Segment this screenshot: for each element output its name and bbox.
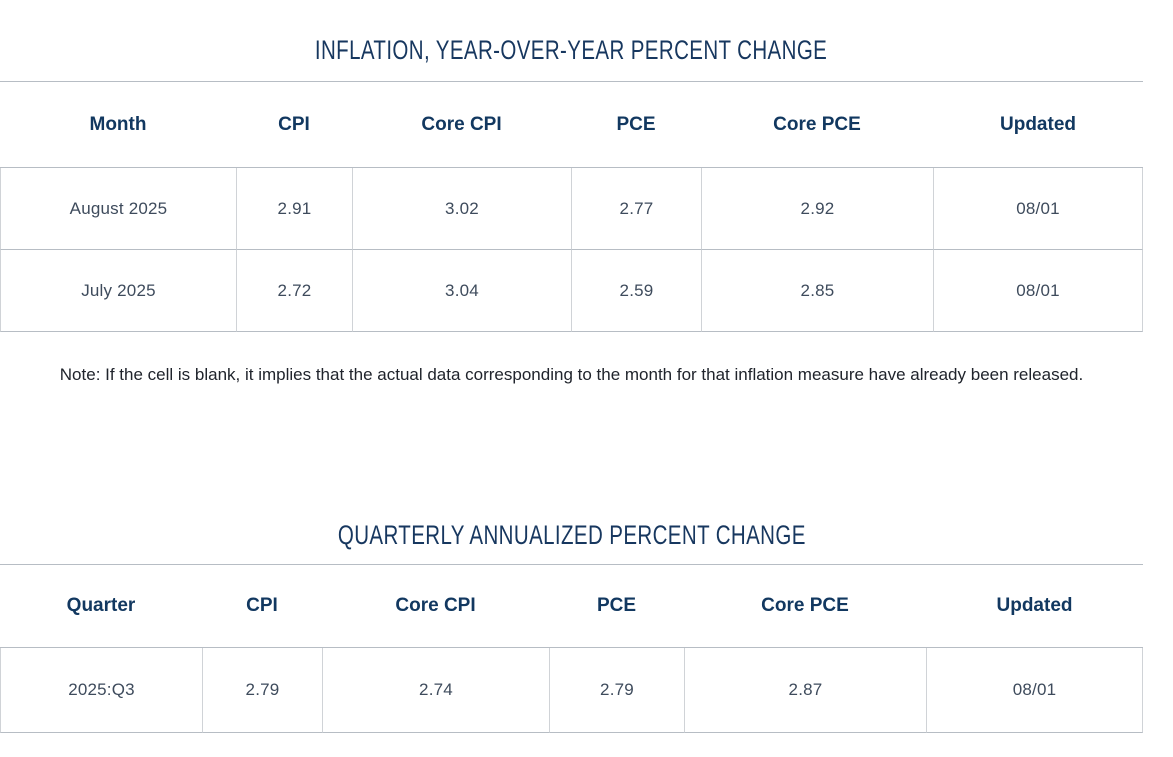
col-pce-header: PCE (549, 565, 684, 648)
updated-cell: 08/01 (926, 648, 1143, 733)
core-cpi-cell: 3.04 (352, 250, 571, 332)
yoy-table-title-text: INFLATION, YEAR-OVER-YEAR PERCENT CHANGE (315, 35, 828, 65)
yoy-table-title: INFLATION, YEAR-OVER-YEAR PERCENT CHANGE (0, 0, 1143, 82)
quarter-cell: 2025:Q3 (0, 648, 202, 733)
updated-cell: 08/01 (933, 250, 1143, 332)
pce-cell: 2.59 (571, 250, 701, 332)
cpi-cell: 2.79 (202, 648, 322, 733)
quarterly-table-title: QUARTERLY ANNUALIZED PERCENT CHANGE (0, 386, 1143, 565)
core-pce-cell: 2.85 (701, 250, 933, 332)
blank-cell-note: Note: If the cell is blank, it implies t… (59, 365, 1084, 384)
quarterly-table-title-text: QUARTERLY ANNUALIZED PERCENT CHANGE (337, 520, 806, 550)
col-updated-header: Updated (926, 565, 1143, 648)
cpi-cell: 2.72 (236, 250, 352, 332)
month-cell: August 2025 (0, 168, 236, 250)
col-core-cpi-header: Core CPI (322, 565, 549, 648)
table-row-august-2025: August 2025 2.91 3.02 2.77 2.92 08/01 (0, 168, 1143, 250)
quarterly-header-row: Quarter CPI Core CPI PCE Core PCE Update… (0, 565, 1143, 648)
col-core-pce-header: Core PCE (701, 82, 933, 168)
yoy-header-row: Month CPI Core CPI PCE Core PCE Updated (0, 82, 1143, 168)
quarterly-annualized-table: Quarter CPI Core CPI PCE Core PCE Update… (0, 565, 1143, 733)
yoy-inflation-table: Month CPI Core CPI PCE Core PCE Updated … (0, 82, 1143, 332)
col-core-pce-header: Core PCE (684, 565, 926, 648)
yoy-inflation-section: INFLATION, YEAR-OVER-YEAR PERCENT CHANGE… (0, 0, 1173, 332)
col-month-header: Month (0, 82, 236, 168)
pce-cell: 2.79 (549, 648, 684, 733)
table-row-july-2025: July 2025 2.72 3.04 2.59 2.85 08/01 (0, 250, 1143, 332)
pce-cell: 2.77 (571, 168, 701, 250)
col-cpi-header: CPI (202, 565, 322, 648)
col-pce-header: PCE (571, 82, 701, 168)
core-pce-cell: 2.92 (701, 168, 933, 250)
table-row-2025-q3: 2025:Q3 2.79 2.74 2.79 2.87 08/01 (0, 648, 1143, 733)
updated-cell: 08/01 (933, 168, 1143, 250)
col-cpi-header: CPI (236, 82, 352, 168)
core-pce-cell: 2.87 (684, 648, 926, 733)
month-cell: July 2025 (0, 250, 236, 332)
core-cpi-cell: 3.02 (352, 168, 571, 250)
cpi-cell: 2.91 (236, 168, 352, 250)
quarterly-annualized-section: QUARTERLY ANNUALIZED PERCENT CHANGE Quar… (0, 386, 1173, 733)
col-quarter-header: Quarter (0, 565, 202, 648)
core-cpi-cell: 2.74 (322, 648, 549, 733)
col-updated-header: Updated (933, 82, 1143, 168)
col-core-cpi-header: Core CPI (352, 82, 571, 168)
